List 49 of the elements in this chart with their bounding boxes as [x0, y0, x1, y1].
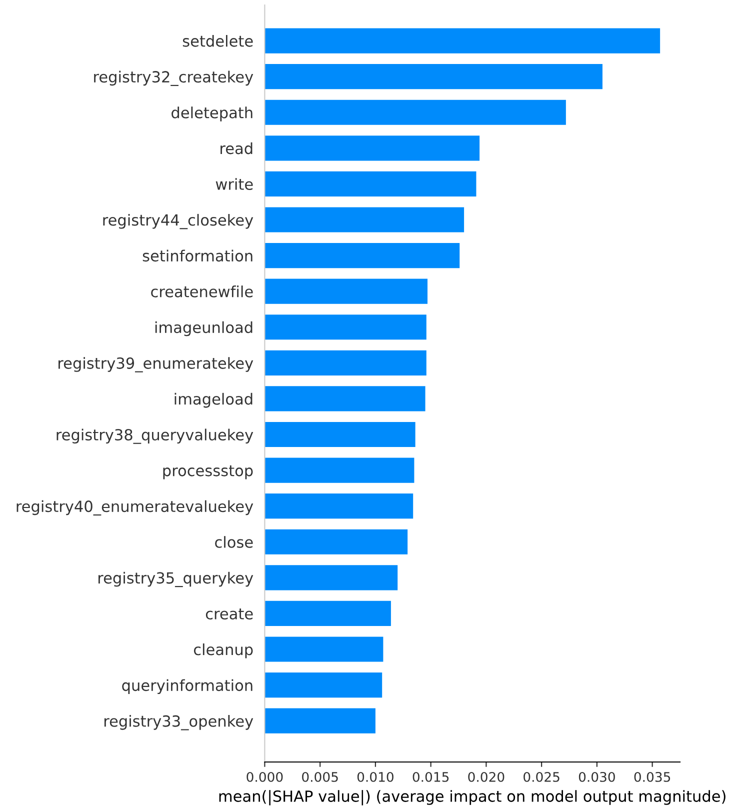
y-tick-label: queryinformation — [122, 679, 252, 694]
bar — [264, 600, 391, 626]
y-tick-label: setinformation — [142, 250, 252, 262]
bar — [264, 171, 476, 196]
y-tick-label: registry40_enumeratevaluekey — [16, 500, 254, 516]
bar — [264, 636, 384, 662]
y-tick-label: imageload — [174, 392, 252, 408]
y-tick-label: deletepath — [172, 106, 252, 122]
bar — [264, 422, 416, 448]
x-tick-label: 0.010 — [357, 772, 394, 782]
y-tick-label: registry38_queryvaluekey — [56, 428, 254, 444]
x-tick-label: 0.035 — [634, 772, 670, 782]
y-tick-label: registry44_closekey — [103, 214, 254, 230]
y-tick-label: close — [215, 536, 253, 548]
x-tick-label: 0.015 — [412, 772, 449, 782]
y-tick-label: registry39_enumeratekey — [58, 357, 254, 372]
bar — [264, 278, 428, 304]
y-tick-label: create — [206, 608, 253, 620]
y-tick-label: write — [216, 178, 253, 190]
y-tick-label: createnewfile — [151, 286, 253, 298]
bar — [264, 28, 660, 54]
y-tick-label: imageunload — [155, 321, 252, 336]
y-tick-label: registry35_querykey — [98, 572, 254, 588]
y-tick-label: read — [220, 142, 252, 154]
y-tick-label: registry33_openkey — [104, 715, 254, 730]
bar — [264, 100, 566, 125]
bar — [264, 494, 414, 519]
bar — [264, 529, 408, 554]
bar — [264, 136, 480, 161]
x-tick-label: 0.025 — [524, 772, 560, 782]
bar — [264, 708, 376, 734]
x-tick-label: 0.030 — [578, 772, 615, 782]
bar — [264, 672, 382, 698]
y-tick-label: registry32_createkey — [94, 70, 254, 86]
bar — [264, 350, 426, 376]
y-tick-label: cleanup — [194, 643, 253, 658]
bar — [264, 64, 602, 90]
bar — [264, 386, 426, 412]
bar — [264, 314, 426, 340]
y-tick-label: setdelete — [182, 34, 253, 47]
x-tick-label: 0.000 — [246, 772, 283, 782]
bar — [264, 207, 464, 232]
x-tick-label: 0.020 — [468, 772, 504, 782]
bar — [264, 243, 460, 268]
bar — [264, 458, 414, 483]
x-tick-label: 0.005 — [302, 772, 338, 782]
bar — [264, 565, 398, 590]
y-tick-label: processstop — [163, 465, 253, 480]
x-axis-title: mean(|SHAP value|) (average impact on model output magnitude) — [219, 790, 726, 806]
